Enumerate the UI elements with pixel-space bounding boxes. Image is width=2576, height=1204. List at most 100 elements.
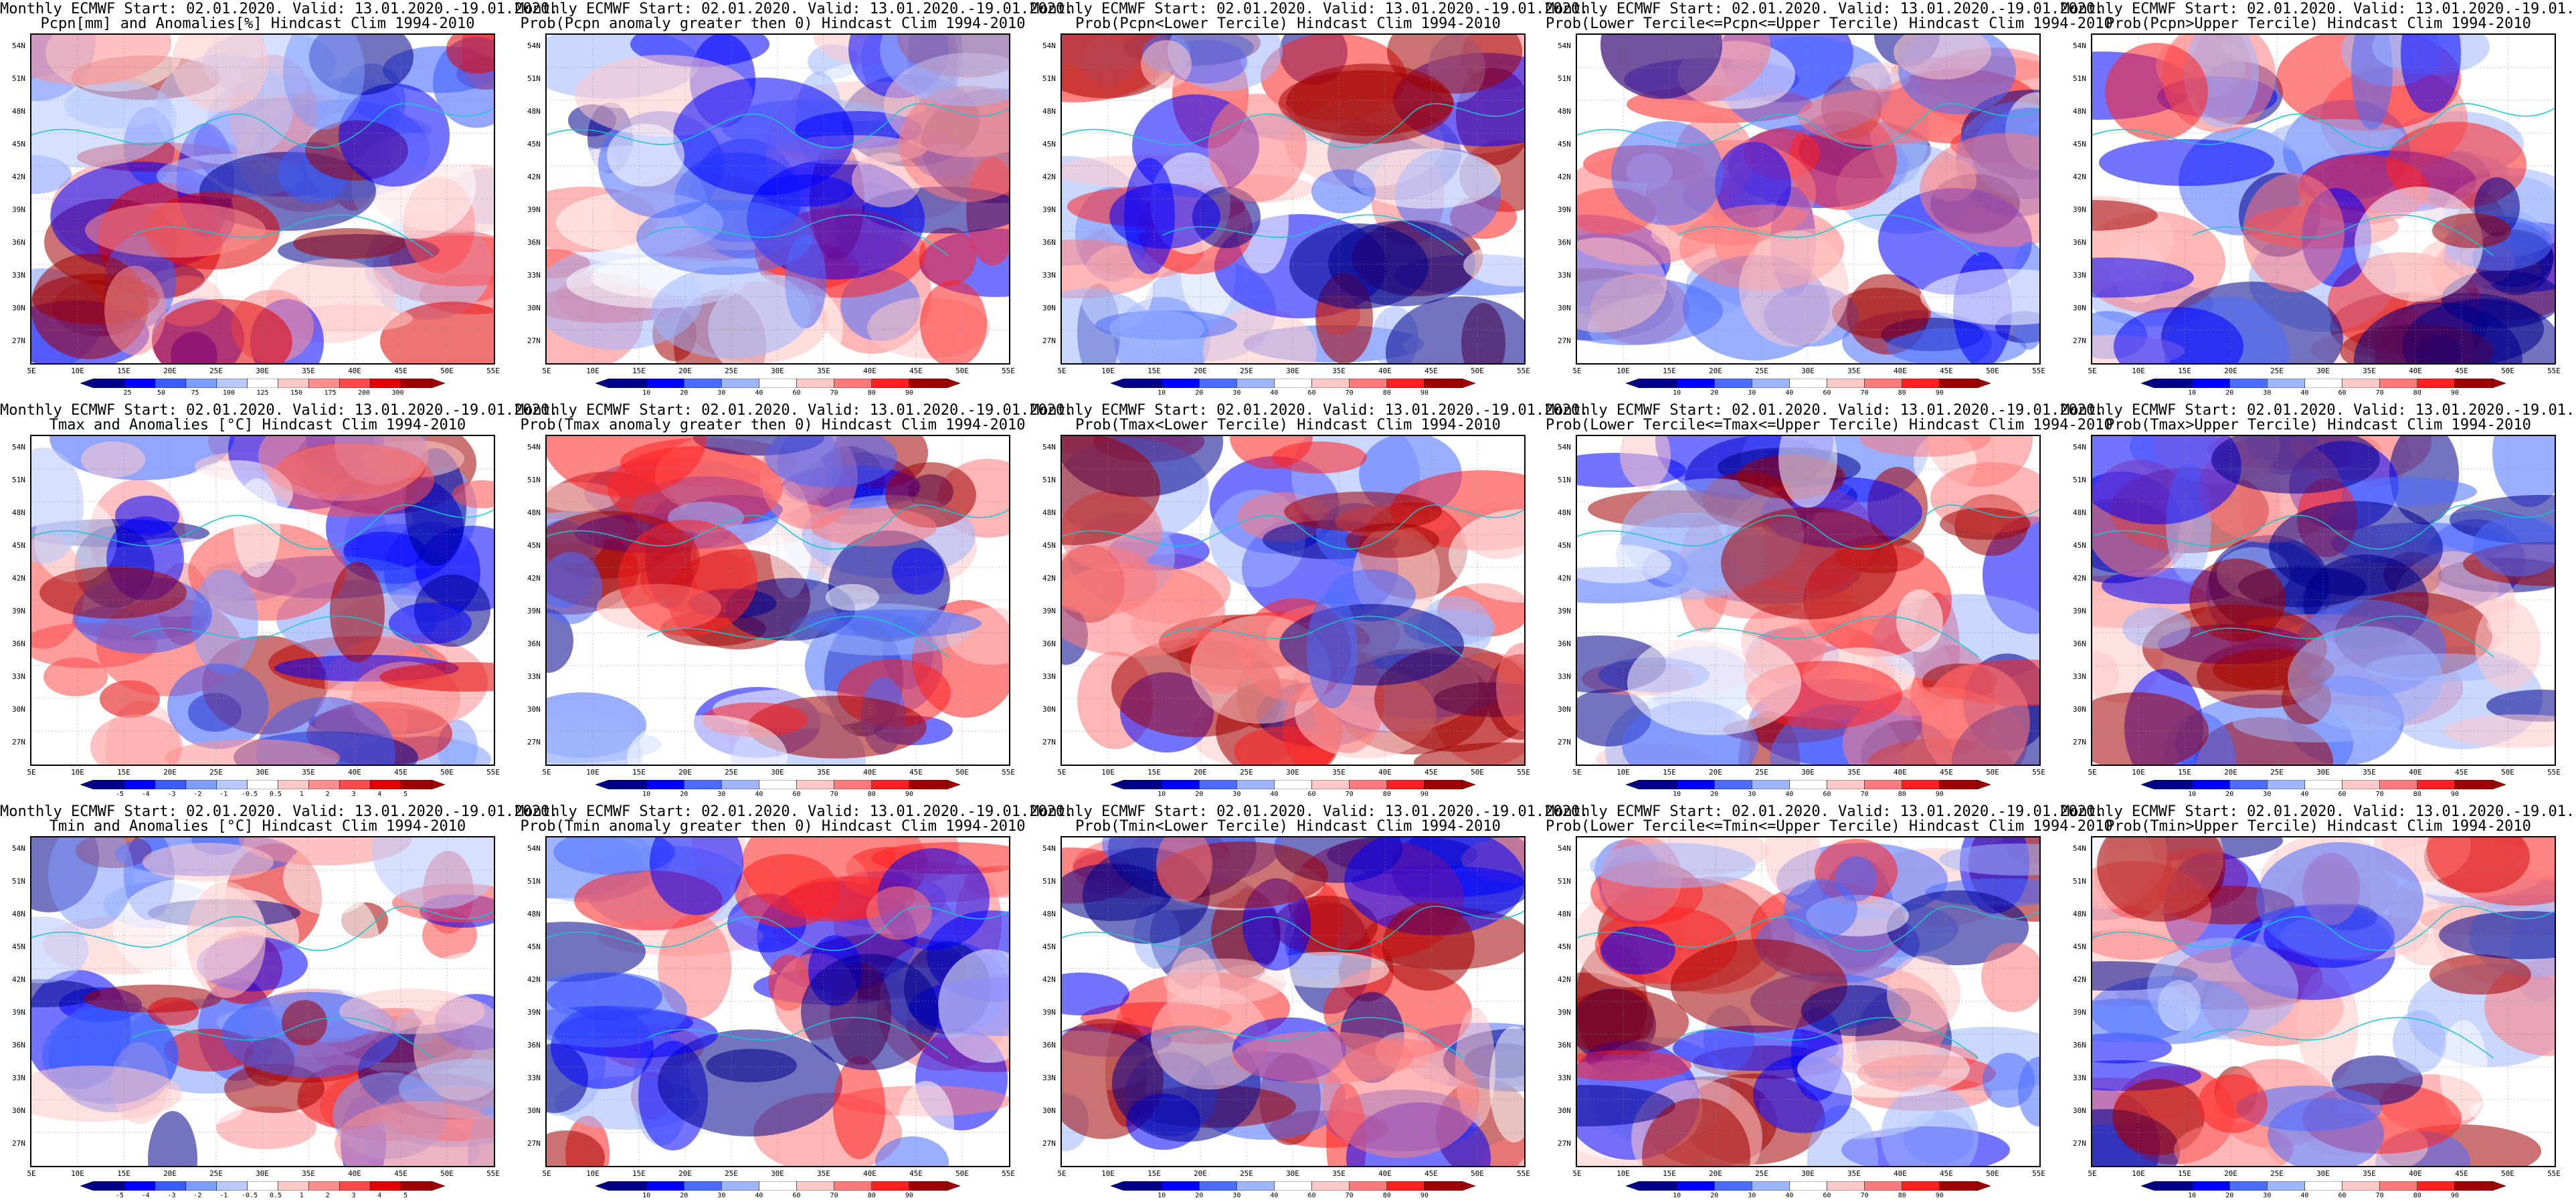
lat-label: 33N <box>1558 672 1571 681</box>
map-plot <box>1061 33 1526 365</box>
lat-label: 39N <box>12 205 25 214</box>
lat-label: 27N <box>1558 738 1571 746</box>
lat-label: 30N <box>1042 1106 1056 1115</box>
lon-label: 45E <box>2455 367 2468 375</box>
colorbar <box>1110 378 1476 389</box>
colorbar-tick: 60 <box>1823 1192 1831 1199</box>
lat-label: 42N <box>527 173 541 181</box>
lon-label: 15E <box>1147 367 1161 375</box>
lat-label: 48N <box>12 107 25 116</box>
colorbar-tick: 90 <box>1420 1192 1429 1199</box>
colorbar-tick: 70 <box>2375 791 2384 798</box>
map-panel: Monthly ECMWF Start: 02.01.2020. Valid: … <box>2061 401 2576 803</box>
colorbar-tick: 150 <box>290 389 303 397</box>
lon-label: 15E <box>632 1169 646 1178</box>
lat-label: 42N <box>2073 173 2086 181</box>
lon-label: 35E <box>2363 1169 2376 1178</box>
lon-label: 45E <box>394 768 407 777</box>
lon-label: 45E <box>909 768 923 777</box>
colorbar-tick: 90 <box>905 791 913 798</box>
lon-label: 50E <box>955 367 969 375</box>
lon-label: 25E <box>1240 768 1253 777</box>
lon-label: 20E <box>1194 367 1207 375</box>
lat-label: 27N <box>12 1139 25 1148</box>
colorbar-tick: 90 <box>2450 389 2459 397</box>
colorbar-tick: -5 <box>115 791 124 798</box>
colorbar-tick: 10 <box>1158 791 1166 798</box>
lon-label: 35E <box>1332 367 1346 375</box>
colorbar-tick: 60 <box>1823 389 1831 397</box>
lon-label: 55E <box>2547 1169 2561 1178</box>
colorbar-tick: 20 <box>1195 1192 1204 1199</box>
lon-label: 45E <box>1940 768 1953 777</box>
lon-label: 35E <box>1332 768 1346 777</box>
lat-label: 42N <box>1042 975 1056 984</box>
lon-label: 50E <box>440 367 454 375</box>
lat-label: 30N <box>2073 304 2086 312</box>
panel-title-line1: Monthly ECMWF Start: 02.01.2020. Valid: … <box>1030 1 1589 17</box>
panel-title-line1: Monthly ECMWF Start: 02.01.2020. Valid: … <box>1030 803 1589 820</box>
colorbar <box>595 1181 961 1191</box>
colorbar-tick: 70 <box>1345 1192 1354 1199</box>
colorbar-tick: 60 <box>1823 791 1831 798</box>
lon-label: 10E <box>1617 367 1630 375</box>
colorbar <box>1625 1181 1991 1191</box>
lon-label: 10E <box>1101 1169 1115 1178</box>
lat-label: 51N <box>1042 74 1056 83</box>
colorbar <box>2140 378 2506 389</box>
colorbar <box>80 1181 446 1191</box>
colorbar-tick: 90 <box>1935 791 1944 798</box>
lon-label: 25E <box>725 1169 738 1178</box>
panel-title-line2: Prob(Pcpn anomaly greater then 0) Hindca… <box>520 15 1026 32</box>
lat-label: 51N <box>527 476 541 484</box>
lon-label: 15E <box>1663 367 1676 375</box>
colorbar-tick: 125 <box>256 389 269 397</box>
colorbar-tick: 70 <box>830 791 838 798</box>
lat-label: 54N <box>2073 844 2086 853</box>
lon-label: 35E <box>817 1169 830 1178</box>
lat-label: 48N <box>1042 107 1056 116</box>
colorbar <box>1110 1181 1476 1191</box>
colorbar-tick: 60 <box>2338 791 2347 798</box>
lat-label: 36N <box>2073 639 2086 648</box>
map-plot <box>545 836 1010 1167</box>
colorbar-tick: 60 <box>792 389 801 397</box>
lon-label: 40E <box>2409 768 2422 777</box>
colorbar-tick: 60 <box>1307 791 1316 798</box>
colorbar-tick: 90 <box>1935 1192 1944 1199</box>
lat-label: 36N <box>527 238 541 247</box>
lat-label: 45N <box>12 541 25 550</box>
panel-title-line2: Prob(Lower Tercile<=Tmin<=Upper Tercile)… <box>1546 818 2113 835</box>
lon-label: 15E <box>2178 1169 2191 1178</box>
lat-label: 42N <box>12 574 25 583</box>
lat-label: 48N <box>1558 508 1571 517</box>
lon-label: 50E <box>2501 367 2514 375</box>
lat-label: 33N <box>1042 672 1056 681</box>
lat-label: 54N <box>1042 443 1056 452</box>
lat-label: 30N <box>527 304 541 312</box>
lon-label: 5E <box>1572 768 1582 777</box>
map-plot <box>1576 836 2041 1167</box>
panel-title-line1: Monthly ECMWF Start: 02.01.2020. Valid: … <box>0 402 559 419</box>
lon-label: 30E <box>771 1169 784 1178</box>
lat-label: 30N <box>1558 705 1571 714</box>
lat-label: 45N <box>2073 140 2086 148</box>
lon-label: 30E <box>1801 768 1815 777</box>
lat-label: 48N <box>527 107 541 116</box>
lat-label: 39N <box>1558 205 1571 214</box>
colorbar-tick: 80 <box>2413 389 2421 397</box>
lat-label: 30N <box>12 304 25 312</box>
lon-label: 40E <box>1894 367 1907 375</box>
lat-label: 45N <box>2073 541 2086 550</box>
lon-label: 40E <box>863 768 877 777</box>
lon-label: 5E <box>1057 1169 1067 1178</box>
panel-title-line2: Pcpn[mm] and Anomalies[%] Hindcast Clim … <box>40 15 475 32</box>
colorbar-tick: 5 <box>403 1192 408 1199</box>
colorbar-tick: 20 <box>2225 791 2234 798</box>
lon-label: 25E <box>725 768 738 777</box>
lon-label: 45E <box>1424 1169 1438 1178</box>
lat-label: 27N <box>527 738 541 746</box>
lon-label: 45E <box>394 367 407 375</box>
lon-label: 25E <box>1240 1169 1253 1178</box>
